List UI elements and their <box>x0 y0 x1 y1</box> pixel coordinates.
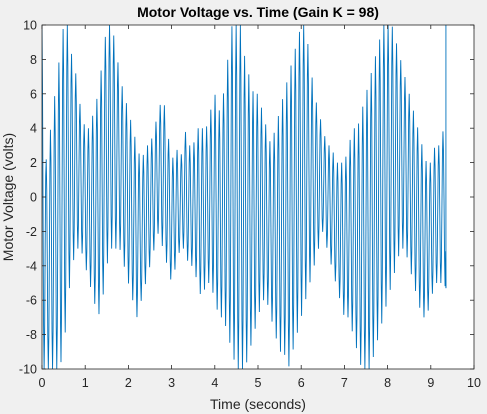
x-tick-label: 0 <box>39 376 46 390</box>
x-tick-label: 7 <box>341 376 348 390</box>
y-tick-label: 2 <box>30 156 37 170</box>
x-tick-label: 8 <box>384 376 391 390</box>
x-tick-label: 9 <box>427 376 434 390</box>
y-tick-label: -8 <box>26 328 37 342</box>
x-axis: 0 1 2 3 4 5 6 7 8 9 10 <box>39 25 481 390</box>
series-line <box>42 25 447 369</box>
x-tick-label: 4 <box>211 376 218 390</box>
chart-title: Motor Voltage vs. Time (Gain K = 98) <box>137 4 379 20</box>
y-tick-label: -6 <box>26 294 37 308</box>
y-axis: -10 -8 -6 -4 -2 0 2 4 6 8 10 <box>19 19 474 377</box>
x-tick-label: 6 <box>298 376 305 390</box>
y-axis-label: Motor Voltage (volts) <box>0 133 16 261</box>
y-tick-label: 0 <box>30 191 37 205</box>
x-axis-label: Time (seconds) <box>210 396 306 412</box>
y-tick-label: 8 <box>30 53 37 67</box>
y-tick-label: -2 <box>26 225 37 239</box>
x-tick-label: 10 <box>467 376 481 390</box>
x-tick-label: 1 <box>82 376 89 390</box>
y-tick-label: -4 <box>26 259 37 273</box>
y-tick-label: 6 <box>30 87 37 101</box>
series-layer <box>42 25 447 369</box>
y-tick-label: -10 <box>19 363 37 377</box>
x-tick-label: 5 <box>255 376 262 390</box>
x-tick-label: 2 <box>125 376 132 390</box>
x-tick-label: 3 <box>168 376 175 390</box>
y-tick-label: 4 <box>30 122 37 136</box>
y-tick-label: 10 <box>23 19 37 33</box>
